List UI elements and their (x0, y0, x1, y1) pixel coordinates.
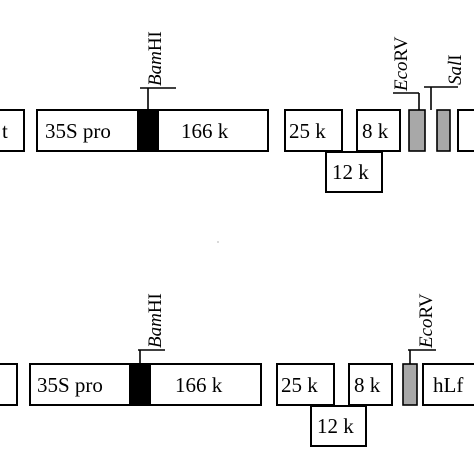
segment-12k-box (325, 151, 383, 193)
promoter-box (29, 363, 131, 406)
ecorv-site-label: EcoRV (391, 36, 412, 92)
segment-166k-box (149, 363, 262, 406)
ecorv-upright: RV (391, 36, 412, 61)
hlf-box (422, 363, 474, 406)
segment-166k-box (157, 109, 269, 152)
sali-italic: Sal (445, 61, 466, 85)
segment-166k-label: 166 k (175, 373, 223, 397)
left-partial-box (0, 109, 25, 152)
sali-upright: I (445, 54, 466, 60)
segment-12k-box (310, 405, 367, 447)
bamhi-upright: HI (145, 31, 166, 51)
left-partial-label: t (2, 119, 8, 143)
leader-black-box (137, 109, 159, 152)
segment-8k-label: 8 k (362, 119, 389, 143)
bamhi-italic: Bam (145, 313, 166, 348)
bamhi-site-label: BamHI (145, 31, 166, 86)
segment-8k-box (348, 363, 393, 406)
ecorv-italic: Eco (416, 318, 437, 349)
construct-2: 35S pro 166 k 25 k 12 k 8 k hLf BamHI Ec… (0, 293, 474, 447)
sali-site-label: SalI (445, 54, 466, 85)
segment-25k-box (284, 109, 343, 152)
segment-25k-label: 25 k (281, 373, 318, 397)
promoter-label: 35S pro (37, 373, 103, 397)
right-partial-box (457, 109, 474, 152)
segment-12k-label: 12 k (332, 160, 369, 184)
ecorv-italic: Eco (391, 61, 412, 92)
segment-8k-box (356, 109, 401, 152)
leader-black-box (129, 363, 151, 406)
hatched-box-1 (408, 109, 426, 152)
promoter-box (36, 109, 139, 152)
promoter-label: 35S pro (45, 119, 111, 143)
hatched-box (402, 363, 418, 406)
hlf-label: hLf (433, 373, 463, 397)
segment-8k-label: 8 k (354, 373, 381, 397)
ecorv-upright: RV (416, 293, 437, 318)
speck (217, 241, 219, 243)
hatched-box-2 (436, 109, 451, 152)
ecorv-site-label: EcoRV (416, 293, 437, 349)
bamhi-upright: HI (145, 293, 166, 313)
construct-1: t 35S pro 166 k 25 k 12 k 8 k BamHI EcoR… (0, 31, 474, 193)
segment-166k-label: 166 k (181, 119, 229, 143)
bamhi-italic: Bam (145, 51, 166, 86)
segment-12k-label: 12 k (317, 414, 354, 438)
left-partial-box (0, 363, 18, 406)
segment-25k-box (276, 363, 335, 406)
bamhi-site-label: BamHI (145, 293, 166, 348)
segment-25k-label: 25 k (289, 119, 326, 143)
